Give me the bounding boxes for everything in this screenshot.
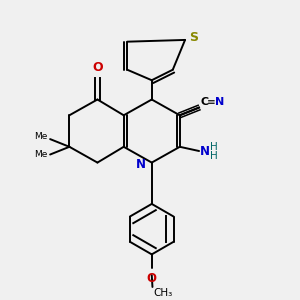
Text: H: H xyxy=(210,142,218,152)
Text: ≡: ≡ xyxy=(207,97,216,106)
Text: Me: Me xyxy=(34,133,48,142)
Text: O: O xyxy=(147,272,157,285)
Text: O: O xyxy=(92,61,103,74)
Text: N: N xyxy=(215,97,224,106)
Text: C: C xyxy=(200,97,208,106)
Text: CH₃: CH₃ xyxy=(154,288,173,298)
Text: Me: Me xyxy=(34,150,48,159)
Text: N: N xyxy=(135,158,146,171)
Text: S: S xyxy=(189,31,198,44)
Text: N: N xyxy=(200,145,210,158)
Text: H: H xyxy=(210,151,218,161)
